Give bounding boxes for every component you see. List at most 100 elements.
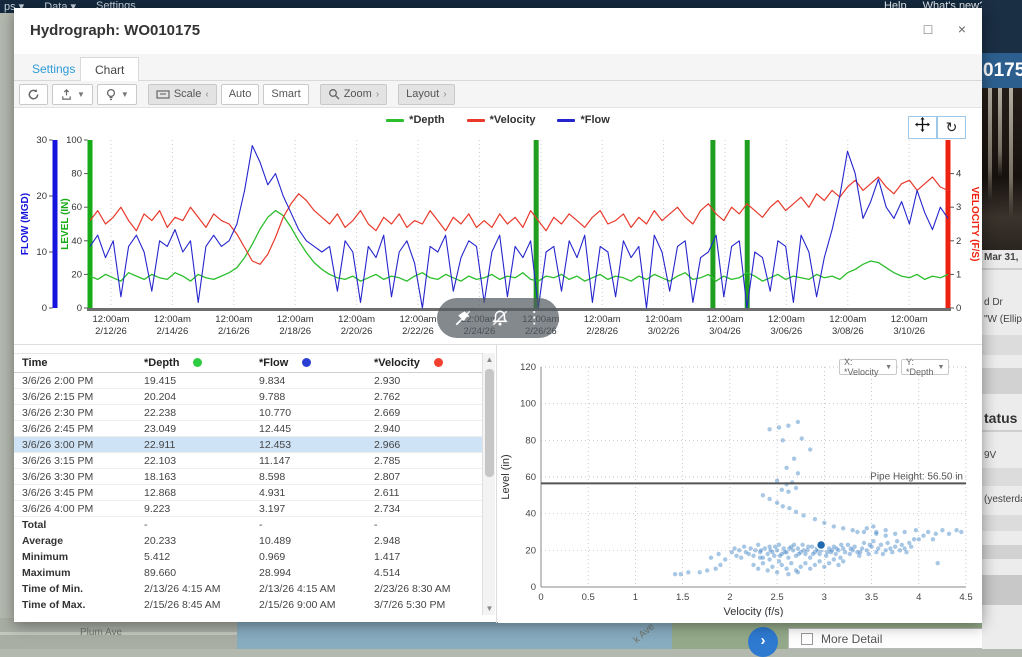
table-cell: 2.940 bbox=[374, 422, 401, 435]
svg-text:4.5: 4.5 bbox=[959, 592, 972, 603]
svg-text:2: 2 bbox=[956, 236, 961, 247]
svg-text:60: 60 bbox=[525, 472, 536, 483]
highlighted-point bbox=[815, 539, 827, 551]
series-color-dot bbox=[302, 358, 312, 367]
table-cell: 19.415 bbox=[144, 374, 177, 387]
table-header-cell[interactable]: *Flow bbox=[259, 357, 374, 369]
table-scrollbar[interactable]: ▲ ▼ bbox=[482, 353, 495, 615]
table-row[interactable]: 3/6/26 3:15 PM 22.103 11.147 2.785 bbox=[14, 453, 482, 469]
table-cell: 2/13/26 4:15 AM bbox=[259, 583, 336, 595]
table-row[interactable]: 3/6/26 4:00 PM 9.223 3.197 2.734 bbox=[14, 501, 482, 517]
export-icon bbox=[62, 88, 71, 100]
y-axis-selector[interactable]: Y: *Depth ▼ bbox=[901, 357, 949, 377]
detail-panel-header bbox=[982, 0, 1022, 53]
table-cell: 2.762 bbox=[374, 390, 401, 403]
background-map: Plum Ave k Ave › More Detail bbox=[0, 618, 1022, 657]
legend-item[interactable]: *Flow bbox=[557, 114, 610, 126]
table-row[interactable]: 3/6/26 2:45 PM 23.049 12.445 2.940 bbox=[14, 421, 482, 437]
scale-label: Scale bbox=[173, 88, 202, 100]
tab-chart[interactable]: Chart bbox=[80, 57, 140, 82]
scroll-up-icon[interactable]: ▲ bbox=[485, 355, 494, 364]
svg-text:3/04/26: 3/04/26 bbox=[709, 326, 741, 337]
auto-button[interactable]: Auto bbox=[220, 83, 260, 105]
svg-text:0: 0 bbox=[77, 303, 82, 314]
series-color-dot bbox=[193, 358, 203, 367]
legend-item[interactable]: *Depth bbox=[386, 114, 445, 126]
map-road bbox=[0, 632, 237, 635]
table-cell: 9.834 bbox=[259, 374, 286, 387]
table-header-cell[interactable]: *Depth bbox=[144, 357, 259, 369]
refresh-button[interactable] bbox=[19, 83, 48, 105]
unpin-icon[interactable] bbox=[453, 308, 473, 328]
table-row[interactable]: 3/6/26 2:00 PM 19.415 9.834 2.930 bbox=[14, 373, 482, 389]
chart-legend: *Depth *Velocity *Flow bbox=[14, 114, 982, 126]
svg-text:Level (in): Level (in) bbox=[500, 454, 512, 499]
table-summary-row: Average 20.233 10.489 2.948 bbox=[14, 533, 482, 549]
x-axis-selector[interactable]: X: *Velocity ▼ bbox=[839, 357, 897, 377]
detail-status-fragment: tatus bbox=[984, 410, 1018, 426]
scrollbar-thumb[interactable] bbox=[485, 369, 494, 477]
svg-text:20: 20 bbox=[525, 545, 536, 556]
scatter-chart[interactable]: 0 20 40 60 80 100 120 0 0.5 1 1.5 2 2.5 3 3.5 4 4.5 Veloc… bbox=[498, 345, 982, 617]
chevron-right-icon: › bbox=[443, 88, 447, 100]
table-cell: 2.807 bbox=[374, 470, 401, 483]
data-table-panel: Time *Depth *Flow *Velocity 3/6/26 2:00 PM 1… bbox=[14, 345, 497, 623]
legend-swatch bbox=[557, 118, 576, 122]
svg-text:30: 30 bbox=[36, 135, 47, 146]
table-row[interactable]: 3/6/26 3:00 PM 22.911 12.453 2.966 bbox=[14, 437, 482, 453]
mute-alerts-icon[interactable] bbox=[490, 308, 510, 328]
svg-text:3: 3 bbox=[822, 592, 827, 603]
svg-text:12:00am: 12:00am bbox=[400, 314, 437, 325]
insight-button[interactable]: ▼ bbox=[96, 83, 137, 105]
detail-row-1: d Dr bbox=[984, 297, 1003, 308]
maximize-icon[interactable]: □ bbox=[923, 21, 933, 37]
floating-toolbar: ⋮ bbox=[437, 298, 559, 338]
table-row[interactable]: 3/6/26 2:30 PM 22.238 10.770 2.669 bbox=[14, 405, 482, 421]
table-row[interactable]: 3/6/26 3:30 PM 18.163 8.598 2.807 bbox=[14, 469, 482, 485]
zoom-button[interactable]: Zoom › bbox=[319, 83, 388, 105]
svg-text:FLOW (MGD): FLOW (MGD) bbox=[20, 193, 31, 255]
table-cell: 2.611 bbox=[374, 486, 400, 499]
tab-settings[interactable]: Settings bbox=[32, 62, 76, 76]
table-header-cell[interactable]: *Velocity bbox=[374, 357, 482, 369]
smart-button[interactable]: Smart bbox=[263, 83, 309, 105]
scroll-down-icon[interactable]: ▼ bbox=[485, 604, 494, 613]
close-icon[interactable]: × bbox=[957, 21, 967, 37]
detail-panel-title-fragment: 0175 bbox=[982, 53, 1022, 88]
table-header-cell[interactable]: Time bbox=[22, 357, 48, 369]
map-next-button[interactable]: › bbox=[748, 627, 778, 657]
table-row[interactable]: 3/6/26 3:45 PM 12.868 4.931 2.611 bbox=[14, 485, 482, 501]
table-cell: 2.785 bbox=[374, 454, 401, 467]
table-cell: 20.204 bbox=[144, 390, 177, 403]
svg-text:2/28/26: 2/28/26 bbox=[586, 326, 618, 337]
table-cell: 3.197 bbox=[259, 502, 286, 515]
table-row[interactable]: 3/6/26 2:15 PM 20.204 9.788 2.762 bbox=[14, 389, 482, 405]
depth-series-line bbox=[89, 209, 949, 282]
tab-bar: Settings Chart bbox=[14, 54, 982, 82]
scale-icon bbox=[156, 89, 170, 99]
more-options-icon[interactable]: ⋮ bbox=[525, 308, 543, 327]
zoom-label: Zoom bbox=[343, 88, 372, 100]
svg-text:4: 4 bbox=[916, 592, 921, 603]
svg-text:0: 0 bbox=[42, 303, 47, 314]
more-detail-checkbox[interactable] bbox=[801, 632, 813, 645]
hydrograph-dialog: Hydrograph: WO010175 □ × Settings Chart … bbox=[14, 8, 982, 623]
chevron-right-icon: › bbox=[375, 88, 380, 100]
table-cell: 2.966 bbox=[374, 438, 401, 451]
svg-text:1: 1 bbox=[633, 592, 638, 603]
map-water bbox=[237, 618, 672, 649]
y-selector-label: Y: *Depth bbox=[906, 357, 934, 377]
scale-button[interactable]: Scale ‹ bbox=[147, 83, 217, 105]
x-selector-label: X: *Velocity bbox=[844, 357, 879, 377]
legend-swatch bbox=[386, 118, 405, 122]
table-cell: 22.911 bbox=[144, 438, 176, 451]
table-cell: 3/6/26 2:30 PM bbox=[22, 406, 94, 419]
legend-item[interactable]: *Velocity bbox=[466, 114, 535, 126]
export-button[interactable]: ▼ bbox=[52, 83, 93, 105]
layout-button[interactable]: Layout › bbox=[398, 83, 455, 105]
pan-button[interactable] bbox=[908, 116, 937, 139]
reset-zoom-button[interactable]: ↻ bbox=[937, 116, 966, 139]
svg-text:100: 100 bbox=[520, 399, 536, 410]
svg-text:2.5: 2.5 bbox=[771, 592, 784, 603]
svg-text:0: 0 bbox=[956, 303, 961, 314]
